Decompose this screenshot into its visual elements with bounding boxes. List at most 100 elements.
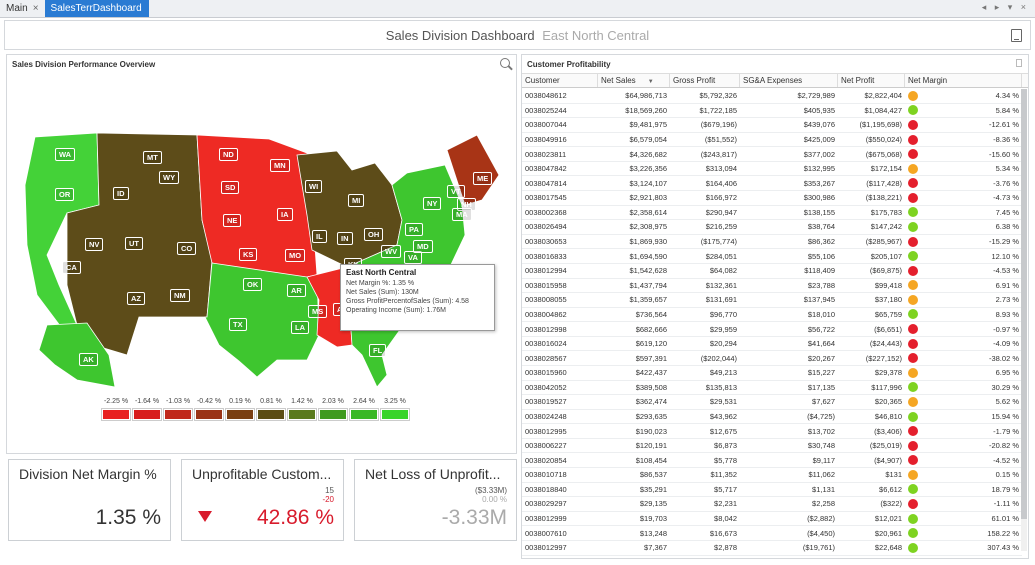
state-label-nm[interactable]: NM <box>170 289 190 302</box>
state-label-me[interactable]: ME <box>473 172 493 185</box>
state-label-or[interactable]: OR <box>55 188 75 201</box>
table-row[interactable]: 0038007610 $13,248 $16,673 ($4,450) $20,961 1… <box>522 526 1022 541</box>
table-row[interactable]: 0038012998 $682,666 $29,959 $56,722 ($6,651)… <box>522 322 1022 337</box>
table-row[interactable]: 0038016833 $1,694,590 $284,051 $55,106 $205,… <box>522 249 1022 264</box>
table-row[interactable]: 0038017545 $2,921,803 $166,972 $300,986 ($13… <box>522 191 1022 206</box>
state-label-il[interactable]: IL <box>312 230 327 243</box>
column-header-net-margin[interactable]: Net Margin <box>905 74 1022 87</box>
sort-descending-icon[interactable]: ▼ <box>647 79 654 85</box>
table-row[interactable]: 0038008055 $1,359,657 $131,691 $137,945 $37,… <box>522 293 1022 308</box>
state-label-sd[interactable]: SD <box>221 181 240 194</box>
scrollbar-thumb[interactable] <box>1021 89 1027 519</box>
table-row[interactable]: 0038026494 $2,308,975 $216,259 $38,764 $147,… <box>522 220 1022 235</box>
table-row[interactable]: 0038016024 $619,120 $20,294 $41,664 ($24,443… <box>522 337 1022 352</box>
state-label-ca[interactable]: CA <box>62 261 81 274</box>
legend-swatch[interactable] <box>349 408 379 421</box>
region-new-england[interactable] <box>446 134 500 206</box>
table-scrollbar[interactable] <box>1021 89 1027 551</box>
state-label-nd[interactable]: ND <box>219 148 238 161</box>
state-label-mt[interactable]: MT <box>143 151 162 164</box>
table-row[interactable]: 0038024248 $293,635 $43,962 ($4,725) $46,810… <box>522 410 1022 425</box>
column-header-net-sales[interactable]: Net Sales ▼ <box>598 74 670 87</box>
zoom-icon[interactable] <box>500 58 510 68</box>
region-alaska[interactable] <box>38 322 116 388</box>
table-row[interactable]: 0038029297 $29,135 $2,231 $2,258 ($322) -1.11… <box>522 497 1022 512</box>
state-label-wy[interactable]: WY <box>159 171 180 184</box>
table-row[interactable]: 0038047814 $3,124,107 $164,406 $353,267 ($11… <box>522 176 1022 192</box>
table-row[interactable]: 0038012997 $7,367 $2,878 ($19,761) $22,648 30… <box>522 541 1022 556</box>
state-label-wa[interactable]: WA <box>55 148 76 161</box>
table-row[interactable]: 0038012995 $190,023 $12,675 $13,702 ($3,406)… <box>522 424 1022 439</box>
state-label-mi[interactable]: MI <box>348 194 365 207</box>
state-label-mo[interactable]: MO <box>285 249 306 262</box>
table-row[interactable]: 0038023811 $4,326,682 ($243,817) $377,002 ($… <box>522 147 1022 162</box>
state-label-nh[interactable]: NH <box>457 198 476 211</box>
state-label-la[interactable]: LA <box>291 321 309 334</box>
state-label-ms[interactable]: MS <box>308 305 328 318</box>
kpi-card-division-net-margin[interactable]: Division Net Margin % 1.35 % <box>8 459 171 541</box>
export-icon[interactable] <box>1011 29 1022 42</box>
table-row[interactable]: 0038002368 $2,358,614 $290,947 $138,155 $175… <box>522 206 1022 221</box>
state-label-in[interactable]: IN <box>337 232 353 245</box>
state-label-va[interactable]: VA <box>404 251 422 264</box>
state-label-id[interactable]: ID <box>113 187 129 200</box>
table-row[interactable]: 0038007044 $9,481,975 ($679,196) $439,076 ($… <box>522 118 1022 133</box>
state-label-ut[interactable]: UT <box>125 237 143 250</box>
table-row[interactable]: 0038019527 $362,474 $29,531 $7,627 $20,365 5.… <box>522 395 1022 410</box>
state-label-wv[interactable]: WV <box>381 245 402 258</box>
state-label-ks[interactable]: KS <box>239 248 258 261</box>
column-header-net-profit[interactable]: Net Profit <box>838 74 905 87</box>
state-label-ak[interactable]: AK <box>79 353 98 366</box>
legend-swatch[interactable] <box>318 408 348 421</box>
state-label-tx[interactable]: TX <box>229 318 247 331</box>
state-label-md[interactable]: MD <box>413 240 433 253</box>
legend-swatch[interactable] <box>287 408 317 421</box>
kpi-card-unprofitable-customers[interactable]: Unprofitable Custom... 15 -20 42.86 % <box>181 459 344 541</box>
table-row[interactable]: 0038020854 $108,454 $5,778 $9,117 ($4,907) -4… <box>522 453 1022 469</box>
column-header-customer[interactable]: Customer <box>522 74 598 87</box>
state-label-wi[interactable]: WI <box>305 180 323 193</box>
state-label-oh[interactable]: OH <box>364 228 384 241</box>
table-row[interactable]: 0038018840 $35,291 $5,717 $1,131 $6,612 18.79… <box>522 483 1022 498</box>
legend-swatch[interactable] <box>194 408 224 421</box>
legend-swatch[interactable] <box>132 408 162 421</box>
table-row[interactable]: 0038006227 $120,191 $6,873 $30,748 ($25,019)… <box>522 439 1022 454</box>
state-label-fl[interactable]: FL <box>369 344 387 357</box>
table-row[interactable]: 0038049916 $6,579,054 ($51,552) $425,009 ($5… <box>522 133 1022 148</box>
table-row[interactable]: 0038012999 $19,703 $8,042 ($2,882) $12,021 61… <box>522 512 1022 527</box>
table-row[interactable]: 0038025244 $18,569,260 $1,722,185 $405,935 $… <box>522 104 1022 119</box>
legend-swatch[interactable] <box>256 408 286 421</box>
table-row[interactable]: 0038015958 $1,437,794 $132,361 $23,788 $99,4… <box>522 279 1022 294</box>
legend-swatch[interactable] <box>101 408 131 421</box>
table-row[interactable]: 0038042052 $389,508 $135,813 $17,135 $117,99… <box>522 381 1022 396</box>
legend-swatch[interactable] <box>163 408 193 421</box>
tab-main[interactable]: Main × <box>0 0 45 17</box>
state-label-co[interactable]: CO <box>177 242 197 255</box>
table-row[interactable]: 0038015960 $422,437 $49,213 $15,227 $29,378 6… <box>522 366 1022 381</box>
state-label-ar[interactable]: AR <box>287 284 306 297</box>
state-label-ok[interactable]: OK <box>243 278 263 291</box>
state-label-mn[interactable]: MN <box>270 159 290 172</box>
state-label-ma[interactable]: MA <box>452 208 472 221</box>
pin-icon[interactable] <box>1016 59 1022 67</box>
table-row[interactable]: 0038010718 $86,537 $11,352 $11,062 $131 0.15 … <box>522 468 1022 483</box>
state-label-pa[interactable]: PA <box>405 223 423 236</box>
legend-swatch[interactable] <box>225 408 255 421</box>
state-label-ia[interactable]: IA <box>277 208 293 221</box>
table-row[interactable]: 0038030653 $1,869,930 ($175,774) $86,362 ($2… <box>522 235 1022 250</box>
state-label-vt[interactable]: VT <box>447 185 465 198</box>
table-row[interactable]: 0038047842 $3,226,356 $313,094 $132,995 $172… <box>522 162 1022 177</box>
table-row[interactable]: 0038028567 $597,391 ($202,044) $20,267 ($227… <box>522 351 1022 366</box>
tab-salesterrdashboard[interactable]: SalesTerrDashboard <box>44 0 149 17</box>
close-icon[interactable]: × <box>32 3 39 14</box>
state-label-nv[interactable]: NV <box>85 238 104 251</box>
window-controls[interactable]: ◂ ▸ ▾ × <box>981 2 1029 12</box>
state-label-az[interactable]: AZ <box>127 292 145 305</box>
table-row[interactable]: 0038012994 $1,542,628 $64,082 $118,409 ($69,… <box>522 264 1022 279</box>
column-header-sga-expenses[interactable]: SG&A Expenses <box>740 74 838 87</box>
state-label-ne[interactable]: NE <box>223 214 242 227</box>
state-label-ny[interactable]: NY <box>423 197 442 210</box>
column-header-gross-profit[interactable]: Gross Profit <box>670 74 740 87</box>
table-row[interactable]: 0038004862 $736,564 $96,770 $18,010 $65,759 8… <box>522 308 1022 323</box>
legend-swatch[interactable] <box>380 408 410 421</box>
